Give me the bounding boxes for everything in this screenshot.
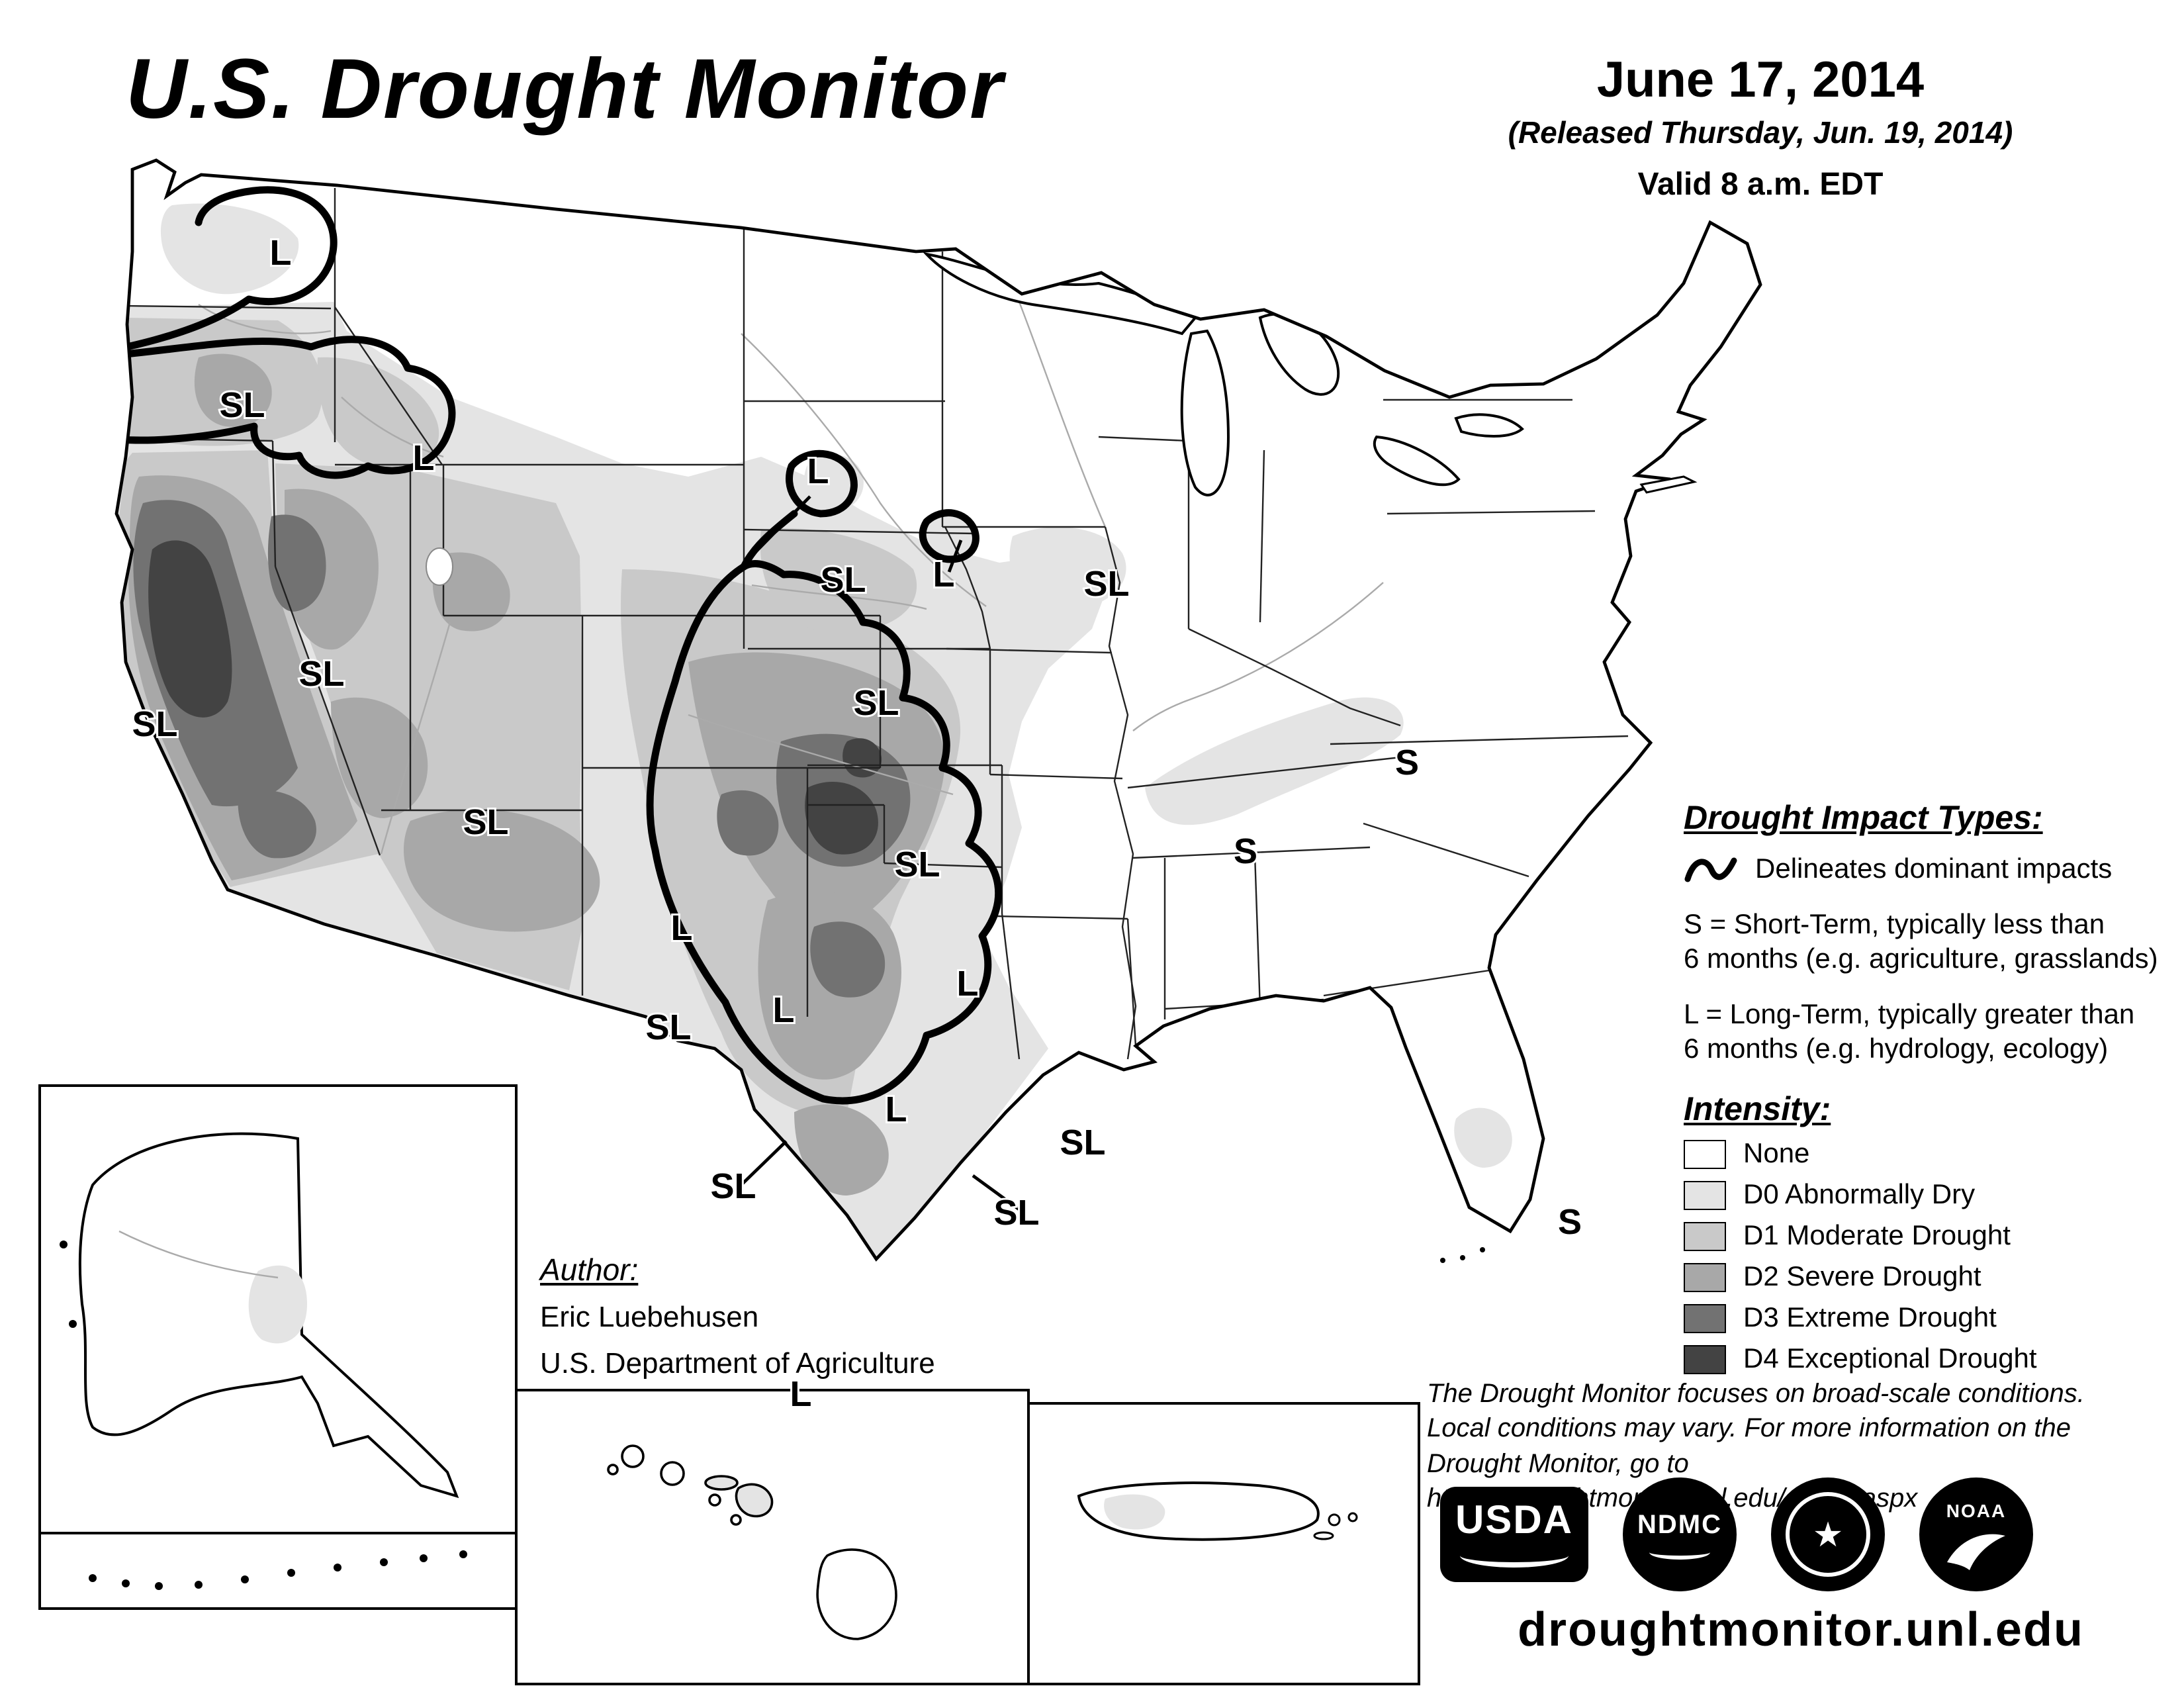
map-impact-label: SL: [1060, 1123, 1105, 1162]
author-heading: Author:: [540, 1252, 639, 1287]
valid-time: Valid 8 a.m. EDT: [1637, 167, 1884, 203]
intensity-label: D1 Moderate Drought: [1743, 1221, 2011, 1251]
map-impact-label: SL: [1083, 564, 1129, 604]
intensity-row-none: None: [1684, 1139, 2184, 1170]
long-island: [1639, 475, 1698, 494]
legend-panel: Drought Impact Types: Delineates dominan…: [1684, 800, 2184, 1376]
ndmc-logo: NDMC: [1623, 1477, 1737, 1591]
impact-symbol-label: Delineates dominant impacts: [1755, 854, 2113, 884]
intensity-swatch-d4: [1684, 1345, 1726, 1374]
map-impact-label: L: [886, 1090, 907, 1129]
short-term-definition: S = Short-Term, typically less than 6 mo…: [1684, 910, 2158, 975]
author-name: Eric Luebehusen: [540, 1300, 759, 1333]
impact-types-title: Drought Impact Types:: [1684, 800, 2043, 837]
intensity-swatch-d2: [1684, 1263, 1726, 1292]
alaska-inset: [38, 1084, 518, 1610]
doc-eagle-icon: ★: [1812, 1515, 1844, 1554]
intensity-swatch-d1: [1684, 1222, 1726, 1251]
logos-row: USDA NDMC ★ NOAA: [1440, 1477, 2033, 1591]
long-term-definition: L = Long-Term, typically greater than 6 …: [1684, 999, 2135, 1064]
usda-swoosh-icon: [1460, 1544, 1569, 1568]
map-impact-label: L: [773, 990, 795, 1030]
map-impact-label: L: [957, 964, 979, 1004]
intensity-row-d3: D3 Extreme Drought: [1684, 1303, 2184, 1335]
intensity-row-d4: D4 Exceptional Drought: [1684, 1344, 2184, 1376]
map-impact-label: L: [671, 908, 693, 948]
map-impact-label: SL: [894, 845, 940, 884]
intensity-row-d1: D1 Moderate Drought: [1684, 1221, 2184, 1252]
impact-labels: L SL L L SL L SL SL SL SL SL SL S S L L …: [130, 231, 1584, 1244]
page-title: U.S. Drought Monitor: [126, 41, 1004, 136]
impact-symbol-row: Delineates dominant impacts: [1684, 851, 2184, 888]
map-impact-label: SL: [710, 1166, 756, 1206]
intensity-row-d0: D0 Abnormally Dry: [1684, 1180, 2184, 1211]
noaa-logo: NOAA: [1919, 1477, 2033, 1591]
map-impact-label: SL: [993, 1193, 1039, 1233]
map-impact-label: SL: [219, 385, 265, 425]
map-impact-label: L: [413, 438, 435, 478]
noaa-seagull-icon: [1947, 1533, 2005, 1570]
department-of-commerce-seal: ★: [1771, 1477, 1885, 1591]
website-url: droughtmonitor.unl.edu: [1518, 1602, 2084, 1656]
delineation-squiggle-icon: [1684, 857, 1737, 882]
map-impact-label: SL: [853, 683, 899, 723]
map-impact-label: L: [933, 555, 955, 594]
intensity-label: None: [1743, 1139, 1810, 1169]
intensity-row-d2: D2 Severe Drought: [1684, 1262, 2184, 1293]
usda-logo: USDA: [1440, 1487, 1588, 1582]
map-impact-label: S: [1234, 831, 1257, 871]
author-block: Author: Eric Luebehusen U.S. Department …: [540, 1252, 935, 1381]
map-impact-label: SL: [132, 704, 177, 744]
map-impact-label: L: [790, 1374, 812, 1414]
drought-layer-d4: [148, 540, 882, 855]
intensity-label: D3 Extreme Drought: [1743, 1303, 1997, 1333]
intensity-title: Intensity:: [1684, 1091, 1831, 1128]
release-date: (Released Thursday, Jun. 19, 2014): [1508, 115, 2013, 150]
ndmc-wave-icon: [1649, 1544, 1710, 1559]
state-borders-layer: [118, 188, 1629, 1060]
map-impact-label: SL: [820, 560, 866, 600]
intensity-swatch-d0: [1684, 1181, 1726, 1210]
date-block: June 17, 2014 (Released Thursday, Jun. 1…: [1449, 53, 2071, 204]
intensity-swatch-none: [1684, 1140, 1726, 1169]
florida-keys: [1440, 1247, 1485, 1263]
report-date: June 17, 2014: [1596, 53, 1925, 109]
puerto-rico-inset: [1027, 1402, 1420, 1685]
map-impact-label: S: [1558, 1202, 1582, 1242]
map-impact-label: S: [1395, 743, 1419, 782]
hawaii-inset: L: [515, 1372, 1030, 1685]
doc-ring-icon: ★: [1786, 1492, 1870, 1577]
us-coastline: [114, 158, 1762, 1262]
intensity-label: D2 Severe Drought: [1743, 1262, 1981, 1292]
map-impact-label: L: [807, 451, 829, 491]
intensity-label: D0 Abnormally Dry: [1743, 1180, 1976, 1210]
map-impact-label: L: [270, 233, 292, 273]
intensity-swatch-d3: [1684, 1304, 1726, 1333]
map-impact-label: SL: [645, 1008, 691, 1047]
author-org: U.S. Department of Agriculture: [540, 1346, 935, 1380]
map-impact-label: SL: [463, 802, 508, 842]
map-impact-label: SL: [298, 654, 344, 694]
intensity-label: D4 Exceptional Drought: [1743, 1344, 2037, 1374]
